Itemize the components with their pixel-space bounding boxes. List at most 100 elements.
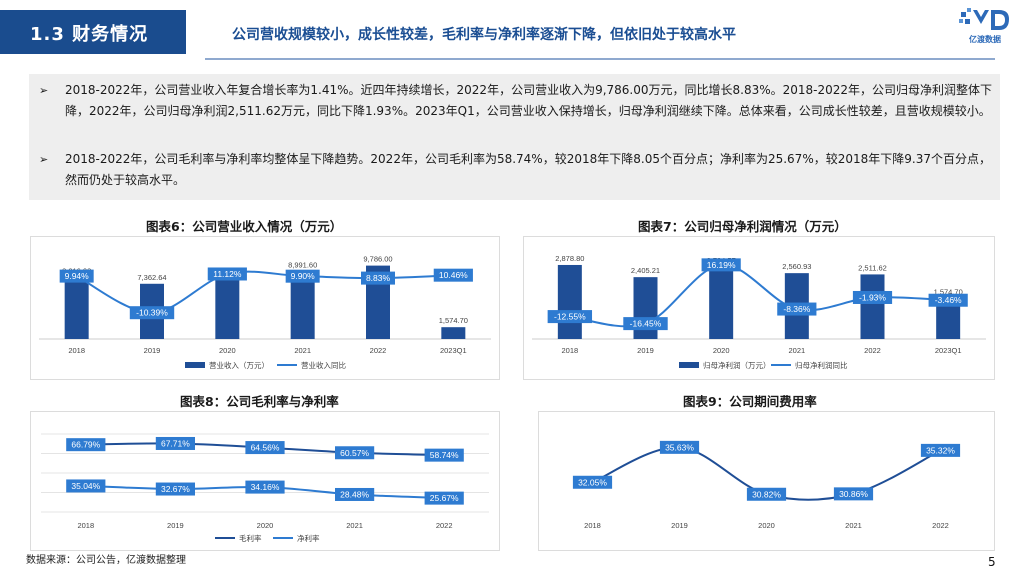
value-badge-box: [424, 491, 464, 505]
value-badge: 58.74%: [424, 448, 464, 462]
chart9-title: 图表9：公司期间费用率: [683, 394, 817, 409]
bar: [64, 277, 89, 339]
value-badge-box: [155, 436, 195, 450]
value-badge-box: [66, 479, 106, 493]
yoy-badge: 9.90%: [285, 269, 320, 283]
bar-value-label: 1,574.70: [439, 316, 468, 325]
value-badge: 34.16%: [245, 480, 285, 494]
legend-bar-label: 归母净利润（万元）: [703, 360, 771, 370]
chart8-title: 图表8：公司毛利率与净利率: [180, 394, 339, 409]
bar-value-label: 2,405.21: [631, 266, 660, 275]
legend-gross-label: 毛利率: [239, 533, 262, 543]
value-badge-box: [572, 475, 613, 489]
yoy-badge: 10.46%: [433, 268, 473, 282]
value-badge: 66.79%: [66, 438, 106, 452]
yoy-badge: -16.45%: [623, 317, 668, 331]
yoy-badge: -12.55%: [547, 310, 593, 324]
yoy-badge-label: -3.46%: [935, 295, 962, 305]
value-badge-label: 67.71%: [161, 438, 190, 448]
x-tick-label: 2023Q1: [935, 346, 962, 355]
bar-value-label: 8,991.60: [288, 261, 317, 270]
yoy-badge-box: [852, 290, 893, 304]
value-badge: 35.32%: [920, 443, 961, 457]
value-badge: 60.57%: [335, 446, 375, 460]
value-badge-label: 25.67%: [430, 493, 459, 503]
x-tick-label: 2023Q1: [440, 346, 467, 355]
value-badge-label: 60.57%: [340, 448, 369, 458]
yoy-badge: -8.36%: [777, 302, 817, 316]
value-badge: 32.05%: [572, 475, 613, 489]
bullet-text: 2018-2022年，公司毛利率与净利率均整体呈下降趋势。2022年，公司毛利率…: [65, 152, 991, 187]
x-tick-label: 2022: [864, 346, 881, 355]
yoy-badge-label: -1.93%: [859, 292, 886, 302]
value-badge-box: [920, 443, 961, 457]
legend-bar-swatch: [679, 362, 699, 368]
bar: [860, 274, 885, 339]
yoy-badge: -10.39%: [129, 306, 175, 320]
chart-svg: 8,216.0820187,362.6420198,181.2820208,99…: [39, 255, 491, 370]
yoy-badge-box: [361, 271, 395, 285]
yoy-badge-box: [623, 317, 668, 331]
legend-bar-label: 营业收入（万元）: [209, 360, 269, 370]
yoy-badge: -3.46%: [928, 293, 968, 307]
header-divider: [205, 58, 995, 60]
bar-value-label: 1,574.70: [934, 288, 963, 297]
yoy-badge-box: [928, 293, 968, 307]
bullet-text: 2018-2022年，公司营业收入年复合增长率为1.41%。近四年持续增长，20…: [65, 83, 993, 118]
value-badge-label: 64.56%: [251, 443, 280, 453]
value-badge-box: [155, 482, 195, 496]
revenue-chart: 8,216.0820187,362.6420198,181.2820208,99…: [30, 236, 500, 380]
value-badge-label: 28.48%: [340, 489, 369, 499]
x-tick-label: 2022: [436, 521, 453, 530]
x-tick-label: 2019: [167, 521, 184, 530]
bar: [709, 267, 734, 339]
page-subtitle: 公司营收规模较小，成长性较差，毛利率与净利率逐渐下降，但依旧处于较高水平: [232, 27, 736, 43]
yoy-badge-box: [777, 302, 817, 316]
summary-bullet-2: ➢ 2018-2022年，公司毛利率与净利率均整体呈下降趋势。2022年，公司毛…: [39, 149, 994, 191]
page-number: 5: [988, 555, 996, 569]
value-badge: 67.71%: [155, 436, 195, 450]
x-tick-label: 2018: [561, 346, 578, 355]
expense-ratio-chart: 2018 2019 2020 2021 2022 32.05% 35.63% 30.82% 30…: [538, 411, 995, 551]
value-badge: 30.82%: [746, 487, 787, 501]
x-tick-label: 2022: [370, 346, 387, 355]
legend-bar-swatch: [185, 362, 205, 368]
margin-chart: 2018 2019 2020 2021 2022 66.79% 67.71% 64.56% 60…: [30, 411, 500, 551]
data-source: 数据来源：公司公告，亿渡数据整理: [26, 555, 186, 566]
yoy-badge-box: [433, 268, 473, 282]
value-badge: 64.56%: [245, 441, 285, 455]
yoy-badge-box: [285, 269, 320, 283]
value-badge: 28.48%: [335, 487, 375, 501]
x-tick-label: 2019: [671, 521, 688, 530]
section-title: 1.3 财务情况: [30, 24, 149, 45]
value-badge-label: 35.63%: [665, 442, 694, 452]
value-badge-label: 30.82%: [752, 489, 781, 499]
value-badge: 30.86%: [833, 487, 874, 501]
net-profit-chart: 2,878.8020182,405.2120192,794.5720202,56…: [523, 236, 995, 380]
x-tick-label: 2018: [77, 521, 94, 530]
x-tick-label: 2022: [932, 521, 949, 530]
value-badge-label: 66.79%: [71, 440, 100, 450]
yoy-badge-label: 9.90%: [291, 271, 316, 281]
yoy-badge-label: -12.55%: [554, 312, 586, 322]
bar: [215, 277, 240, 339]
yoy-badge-label: -16.45%: [630, 319, 662, 329]
yoy-badge-box: [129, 306, 175, 320]
chart7-title: 图表7：公司归母净利润情况（万元）: [638, 219, 847, 234]
yoy-badge-label: 11.12%: [213, 269, 242, 279]
chart-svg: 2,878.8020182,405.2120192,794.5720202,56…: [532, 254, 986, 370]
chart-svg: 2018 2019 2020 2021 2022 66.79% 67.71% 64.56% 60…: [41, 433, 489, 543]
yoy-badge-label: 9.94%: [65, 271, 90, 281]
arrow-bullet-icon: ➢: [39, 153, 49, 166]
yoy-badge-box: [207, 267, 247, 281]
value-badge-box: [833, 487, 874, 501]
value-badge-box: [66, 438, 106, 452]
section-header: 1.3 财务情况: [0, 10, 186, 54]
chart-svg: 2018 2019 2020 2021 2022 32.05% 35.63% 30.82% 30…: [572, 440, 961, 530]
logo-icon: [959, 8, 1009, 30]
x-tick-label: 2021: [788, 346, 805, 355]
value-badge-box: [245, 480, 285, 494]
value-badge: 35.04%: [66, 479, 106, 493]
summary-box: ➢ 2018-2022年，公司营业收入年复合增长率为1.41%。近四年持续增长，…: [29, 74, 1000, 200]
value-badge-box: [746, 487, 787, 501]
